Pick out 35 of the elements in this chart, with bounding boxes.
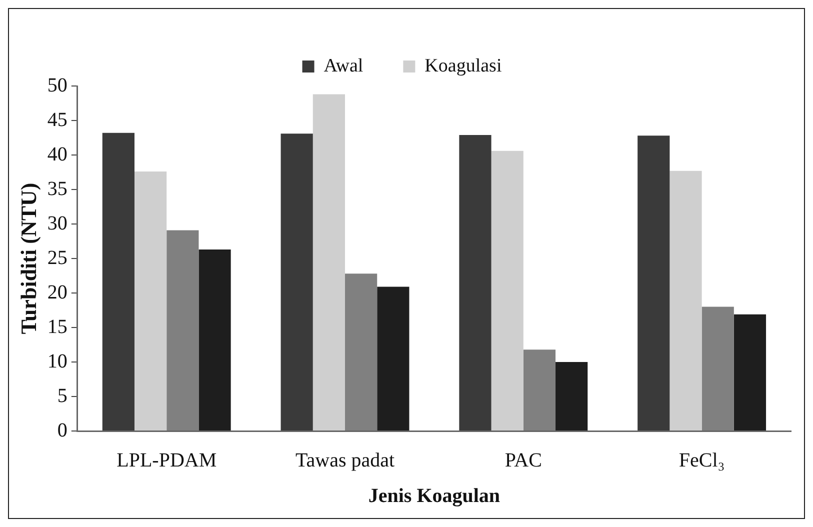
bar (670, 170, 702, 430)
bar (134, 172, 167, 430)
bar (280, 134, 313, 430)
x-axis-title: Jenis Koagulan (368, 485, 500, 508)
legend-label: Koagulasi (424, 55, 502, 76)
y-tick-label: 20 (47, 281, 68, 304)
legend-label: Awal (324, 55, 364, 76)
bar (377, 286, 410, 430)
y-tick-label: 50 (47, 74, 68, 96)
y-tick-label: 15 (47, 316, 68, 338)
bar (166, 230, 199, 430)
bar (102, 132, 134, 430)
bar (734, 314, 766, 430)
x-tick-label: FeCl₃ (678, 449, 725, 472)
y-tick-label: 45 (47, 108, 68, 131)
bar (312, 94, 345, 430)
y-tick-label: 10 (47, 350, 68, 372)
y-tick-label: 25 (47, 246, 68, 269)
y-tick-label: 5 (57, 384, 68, 407)
y-tick-label: 40 (47, 143, 68, 166)
bar (459, 134, 492, 430)
y-tick-label: 35 (47, 178, 68, 200)
bar (198, 250, 231, 430)
bar (556, 362, 588, 430)
y-tick-label: 0 (57, 419, 68, 442)
bar (702, 306, 734, 430)
bar (345, 274, 378, 430)
x-tick-label: PAC (504, 449, 542, 472)
x-tick-label: LPL-PDAM (116, 449, 217, 472)
y-tick-label: 30 (47, 212, 68, 234)
bar (638, 136, 670, 430)
x-tick-label: Tawas padat (295, 449, 395, 472)
bar (491, 150, 524, 430)
y-axis-title: Turbiditi (NTU) (16, 182, 41, 334)
bar (523, 350, 556, 430)
